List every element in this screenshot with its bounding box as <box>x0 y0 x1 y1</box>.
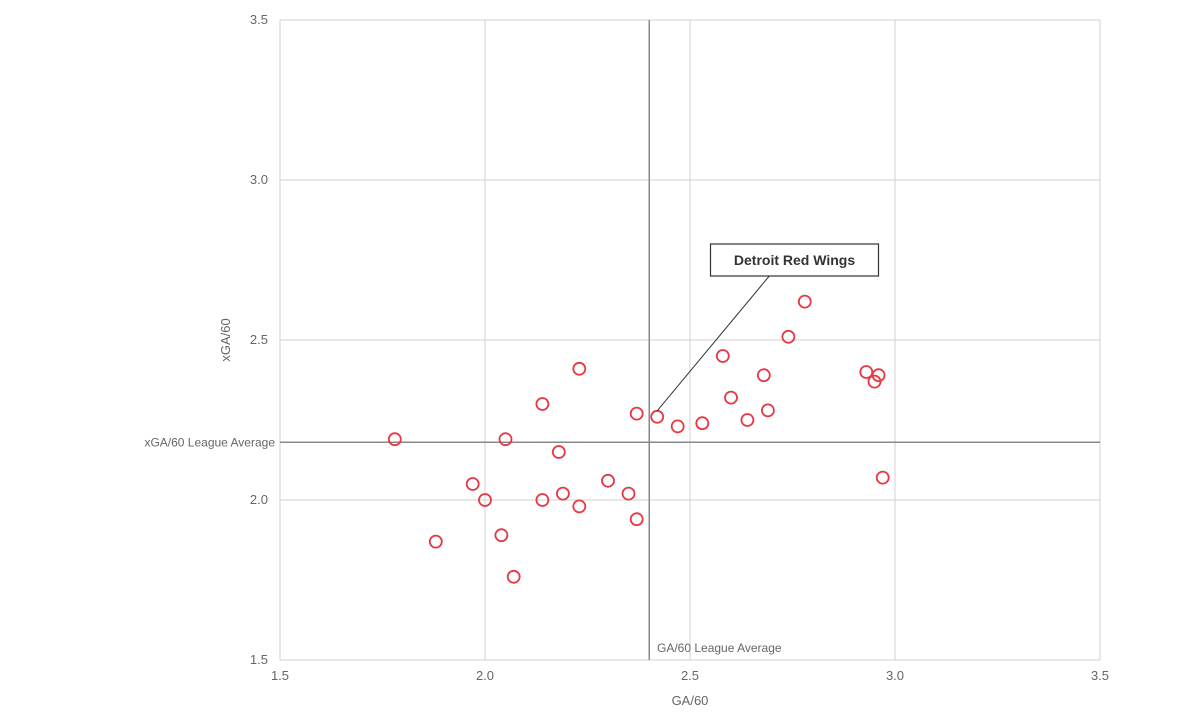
svg-text:3.0: 3.0 <box>250 172 268 187</box>
x-axis-title: GA/60 <box>672 693 709 708</box>
svg-text:1.5: 1.5 <box>250 652 268 667</box>
y-ref-label: xGA/60 League Average <box>144 435 275 449</box>
svg-text:3.0: 3.0 <box>886 668 904 683</box>
chart-svg: xGA/60 League Average GA/60 League Averag… <box>0 0 1200 719</box>
svg-text:3.5: 3.5 <box>250 12 268 27</box>
svg-text:2.5: 2.5 <box>681 668 699 683</box>
svg-text:2.0: 2.0 <box>250 492 268 507</box>
svg-text:3.5: 3.5 <box>1091 668 1109 683</box>
svg-text:2.5: 2.5 <box>250 332 268 347</box>
svg-text:2.0: 2.0 <box>476 668 494 683</box>
x-ref-label: GA/60 League Average <box>657 641 782 655</box>
annotation-label: Detroit Red Wings <box>734 252 855 268</box>
y-axis-title: xGA/60 <box>218 318 233 361</box>
scatter-chart: xGA/60 League Average GA/60 League Averag… <box>0 0 1200 719</box>
svg-text:1.5: 1.5 <box>271 668 289 683</box>
